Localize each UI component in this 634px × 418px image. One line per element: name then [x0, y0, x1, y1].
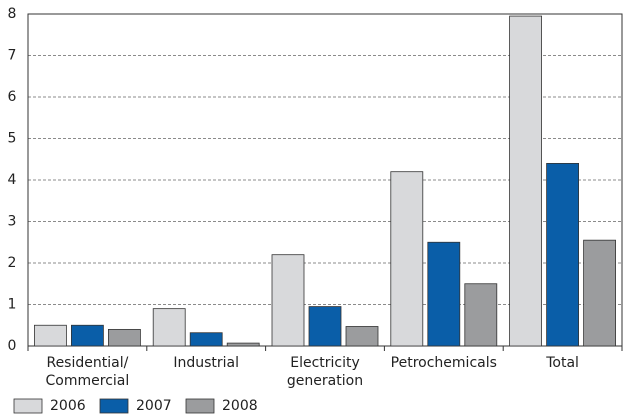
y-tick-label: 8 [8, 6, 17, 22]
bar [345, 326, 379, 347]
legend-swatch [99, 398, 129, 414]
legend-label: 2008 [222, 398, 258, 414]
bar [509, 15, 543, 347]
bar [71, 324, 104, 347]
bar [108, 328, 141, 347]
bar [390, 171, 424, 347]
x-tick-label: Industrial [173, 355, 240, 371]
bar [464, 283, 498, 347]
y-tick-label: 7 [8, 48, 17, 64]
y-tick-label: 6 [8, 89, 17, 105]
bar [226, 342, 260, 347]
legend-label: 2007 [136, 398, 172, 414]
x-tick-label: Total [546, 355, 579, 371]
x-tick-label: Residential/ Commercial [45, 355, 130, 389]
bar [308, 306, 342, 347]
bar [546, 162, 579, 347]
bar [152, 308, 186, 347]
y-tick-label: 2 [8, 255, 17, 271]
y-tick-label: 1 [8, 297, 17, 313]
bar [189, 332, 223, 347]
bar [583, 239, 616, 347]
bar [271, 254, 305, 347]
y-tick-label: 3 [8, 214, 17, 230]
y-tick-label: 5 [8, 131, 17, 147]
x-tick-label: Electricity generation [286, 355, 364, 389]
legend-swatch [13, 398, 43, 414]
legend-label: 2006 [50, 398, 86, 414]
x-tick-label: Petrochemicals [390, 355, 497, 371]
y-tick-label: 4 [8, 172, 17, 188]
y-tick-label: 0 [8, 338, 17, 354]
bar [427, 241, 461, 347]
bar [34, 324, 67, 347]
legend-swatch [185, 398, 215, 414]
